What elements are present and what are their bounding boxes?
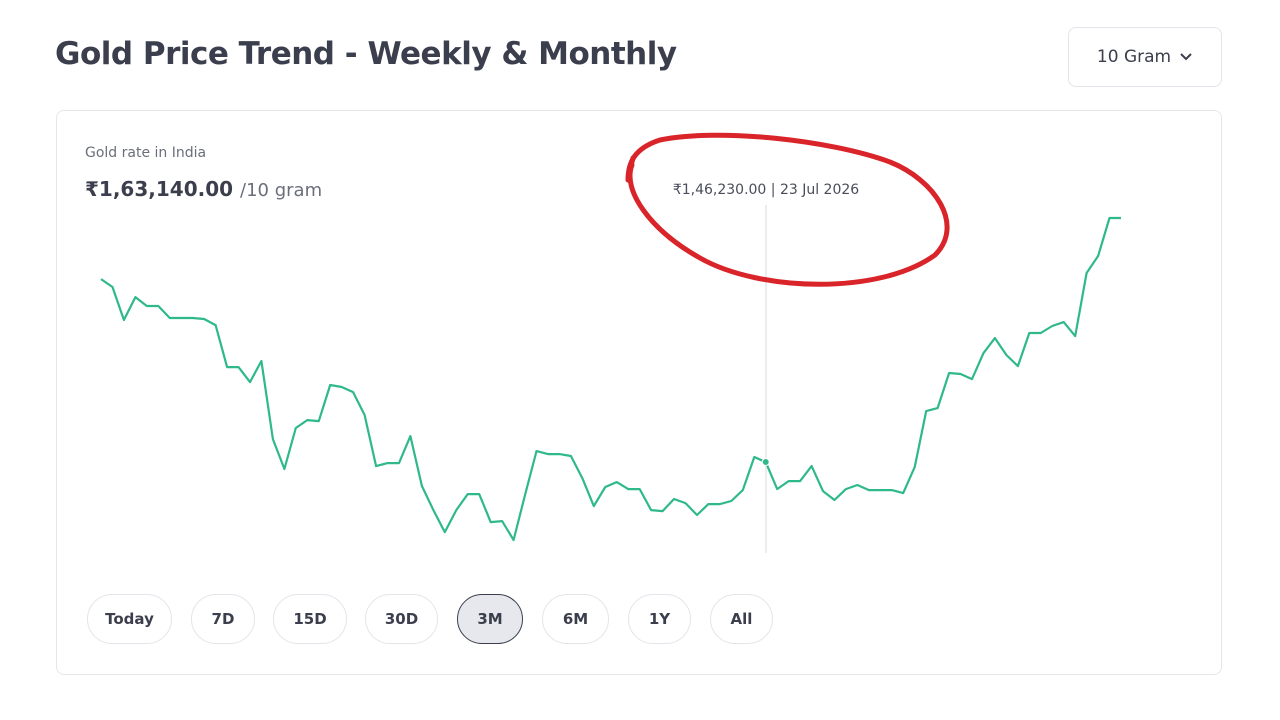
range-button[interactable]: 15D: [273, 594, 347, 644]
range-button[interactable]: 7D: [191, 594, 255, 644]
range-button[interactable]: All: [710, 594, 773, 644]
price: ₹1,63,140.00 /10 gram: [85, 177, 322, 201]
hover-point: [761, 458, 770, 467]
dropdown-label: 10 Gram: [1096, 47, 1172, 67]
price-value: ₹1,63,140.00: [85, 177, 234, 201]
chevron-icon: [1180, 53, 1192, 61]
chart-card: [56, 110, 1222, 675]
card-label: Gold rate in India: [85, 145, 207, 161]
range-button[interactable]: Today: [87, 594, 172, 644]
red-annotation: [625, 132, 950, 287]
price-unit: /10 gram: [240, 180, 323, 201]
page-title: Gold Price Trend - Weekly & Monthly: [55, 36, 677, 72]
range-button[interactable]: 3M: [457, 594, 523, 644]
range-button[interactable]: 30D: [365, 594, 438, 644]
unit-dropdown[interactable]: 10 Gram: [1068, 27, 1222, 87]
price-line: [100, 216, 1121, 542]
tooltip: ₹1,46,230.00 | 23 Jul 2026: [672, 182, 860, 198]
range-button[interactable]: 6M: [542, 594, 609, 644]
range-button[interactable]: 1Y: [628, 594, 691, 644]
